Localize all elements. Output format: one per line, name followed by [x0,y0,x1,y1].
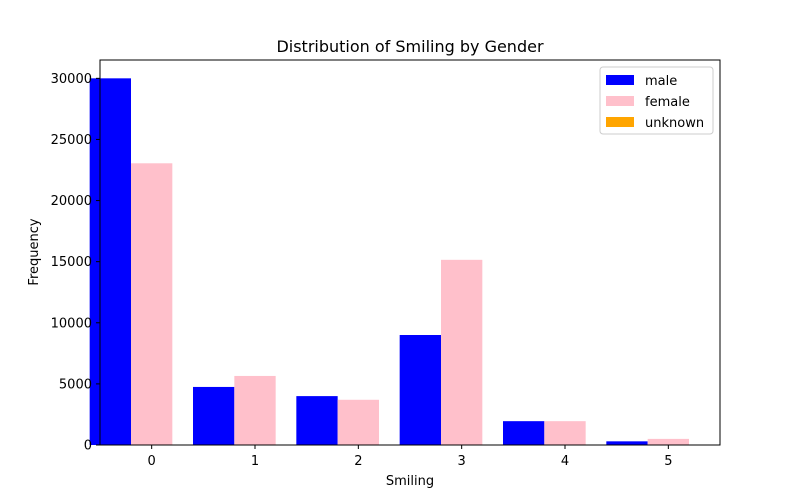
bar-male-4 [503,421,545,445]
x-tick-label-2: 2 [354,454,362,469]
chart-title: Distribution of Smiling by Gender [276,37,543,56]
legend-swatch-unknown [606,117,634,127]
x-axis-label: Smiling [386,474,434,489]
bar-male-2 [296,396,338,445]
bar-female-2 [337,399,379,445]
bar-female-3 [441,259,483,445]
bar-female-5 [647,438,689,445]
legend-label-male: male [645,74,677,89]
legend: male female unknown [599,66,714,135]
y-tick-label-0: 0 [84,439,92,454]
legend-swatch-male [606,75,634,85]
y-tick-label-25000: 25000 [51,133,92,148]
x-tick-label-5: 5 [664,454,672,469]
bar-female-0 [131,163,173,445]
bar-male-0 [89,78,131,445]
bar-male-3 [399,335,441,445]
bars-group [89,78,689,445]
plot-frame [99,59,721,446]
x-tick-label-0: 0 [148,454,156,469]
x-axis: 0 1 2 3 4 5 [148,445,672,469]
legend-swatch-female [606,96,634,106]
bar-female-4 [544,421,586,445]
bar-male-1 [193,386,235,445]
x-tick-label-4: 4 [561,454,569,469]
x-tick-label-1: 1 [251,454,259,469]
y-tick-label-15000: 15000 [51,255,92,270]
y-tick-label-30000: 30000 [51,72,92,87]
y-tick-label-10000: 10000 [51,316,92,331]
bar-female-1 [234,375,276,445]
y-tick-label-5000: 5000 [59,377,92,392]
y-axis: 0 5000 10000 15000 20000 25000 30000 [51,72,100,454]
legend-label-female: female [645,95,690,110]
bar-male-5 [606,441,648,445]
legend-label-unknown: unknown [645,116,704,131]
y-tick-label-20000: 20000 [51,194,92,209]
x-tick-label-3: 3 [458,454,466,469]
y-axis-label: Frequency [27,218,42,285]
